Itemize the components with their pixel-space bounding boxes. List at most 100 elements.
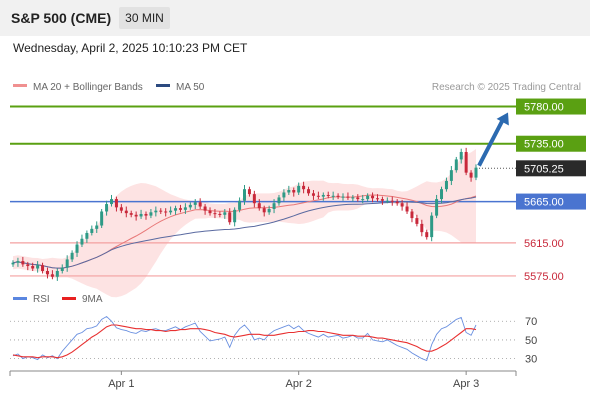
candle-body bbox=[395, 201, 399, 204]
rsi-ma-legend-label: 9MA bbox=[82, 294, 103, 305]
candle-body bbox=[70, 252, 74, 260]
timeframe-button[interactable]: 30 MIN bbox=[119, 7, 170, 29]
candle-body bbox=[425, 232, 429, 238]
candle-body bbox=[316, 195, 320, 197]
candle-body bbox=[198, 202, 202, 207]
candles-layer bbox=[11, 147, 478, 281]
candle-body bbox=[464, 151, 468, 173]
candle-body bbox=[218, 213, 222, 215]
candle-body bbox=[252, 194, 256, 204]
rsi-ma-legend-swatch bbox=[62, 297, 76, 300]
projection-arrow-layer bbox=[477, 112, 509, 167]
price-label-box bbox=[516, 160, 586, 177]
candle-body bbox=[469, 172, 473, 178]
price-level-label: 5735.00 bbox=[524, 139, 564, 151]
candle-body bbox=[267, 209, 271, 213]
candle-body bbox=[238, 200, 242, 210]
candle-body bbox=[351, 197, 355, 199]
candle-body bbox=[233, 209, 237, 223]
instrument-title: S&P 500 (CME) bbox=[11, 10, 112, 26]
candle-body bbox=[415, 218, 419, 224]
candle-body bbox=[213, 213, 217, 215]
candle-body bbox=[326, 194, 330, 196]
rsi-legend-swatch bbox=[13, 297, 27, 300]
candle-body bbox=[119, 207, 123, 211]
header-bar: S&P 500 (CME) 30 MIN bbox=[0, 0, 590, 36]
price-label-box bbox=[516, 135, 586, 152]
candle-body bbox=[124, 210, 128, 214]
candle-body bbox=[311, 193, 315, 196]
candle-body bbox=[247, 189, 251, 195]
price-level-label: 5780.00 bbox=[524, 102, 564, 114]
candle-body bbox=[169, 210, 173, 213]
price-label-box bbox=[516, 193, 586, 210]
candle-body bbox=[405, 206, 409, 212]
candle-body bbox=[459, 151, 463, 160]
price-level-label: 5705.25 bbox=[524, 163, 564, 175]
candle-body bbox=[129, 213, 133, 215]
candle-body bbox=[341, 196, 345, 198]
credit-label: Research © 2025 Trading Central bbox=[432, 82, 581, 93]
candle-body bbox=[31, 266, 35, 269]
candle-body bbox=[85, 232, 89, 239]
x-axis-tick-label: Apr 2 bbox=[286, 378, 312, 390]
candle-body bbox=[178, 208, 182, 210]
price-labels-layer: 5780.00 5735.00 5705.25 5665.00 5615.00 5575.… bbox=[516, 98, 586, 283]
x-axis-tick-label: Apr 3 bbox=[453, 378, 479, 390]
candle-body bbox=[21, 261, 25, 265]
price-level-label: 5575.00 bbox=[524, 271, 564, 283]
candle-body bbox=[95, 225, 99, 229]
candle-body bbox=[55, 270, 59, 277]
candle-body bbox=[307, 189, 311, 194]
bollinger-band-area bbox=[13, 149, 476, 298]
candle-body bbox=[203, 206, 207, 211]
candle-body bbox=[449, 170, 453, 181]
candle-body bbox=[321, 194, 325, 197]
candle-body bbox=[36, 265, 40, 269]
candle-body bbox=[380, 199, 384, 201]
ma50-legend-label: MA 50 bbox=[176, 82, 205, 93]
candle-body bbox=[149, 212, 153, 216]
price-label-box bbox=[516, 98, 586, 115]
rsi-panel: 70 50 30 bbox=[10, 315, 537, 366]
candle-body bbox=[390, 200, 394, 202]
bollinger-layer bbox=[13, 149, 476, 298]
chart-svg: MA 20 + Bollinger Bands MA 50 Research ©… bbox=[9, 82, 586, 390]
candle-body bbox=[272, 203, 276, 210]
datetime-label: Wednesday, April 2, 2025 10:10:23 PM CET bbox=[13, 41, 248, 55]
candle-body bbox=[366, 195, 370, 200]
price-levels-layer bbox=[10, 105, 516, 277]
rsi-ma-line bbox=[12, 324, 477, 359]
rsi-tick-label: 30 bbox=[525, 354, 537, 366]
candle-body bbox=[154, 210, 158, 213]
candle-body bbox=[114, 199, 118, 208]
candle-body bbox=[410, 211, 414, 219]
candle-body bbox=[292, 190, 296, 193]
candle-body bbox=[430, 215, 434, 238]
candle-body bbox=[474, 167, 478, 178]
candle-body bbox=[164, 211, 168, 213]
candle-body bbox=[100, 211, 104, 226]
candle-body bbox=[371, 195, 375, 199]
candle-body bbox=[440, 189, 444, 200]
projection-arrow-shaft bbox=[477, 116, 506, 167]
ma50-legend-swatch bbox=[156, 84, 170, 87]
candle-body bbox=[134, 214, 138, 217]
candle-body bbox=[262, 208, 266, 213]
candle-body bbox=[277, 197, 281, 204]
candle-body bbox=[375, 198, 379, 200]
moving-averages-layer bbox=[12, 194, 477, 269]
candle-body bbox=[287, 190, 291, 193]
rsi-line bbox=[12, 315, 477, 362]
candle-body bbox=[444, 180, 448, 190]
candle-body bbox=[356, 197, 360, 200]
candle-body bbox=[331, 195, 335, 197]
candle-body bbox=[385, 200, 389, 202]
candle-body bbox=[144, 213, 148, 216]
price-level-label: 5615.00 bbox=[524, 238, 564, 250]
candle-body bbox=[435, 199, 439, 216]
candle-body bbox=[26, 264, 30, 267]
candle-body bbox=[139, 213, 143, 217]
x-axis-tick-label: Apr 1 bbox=[108, 378, 134, 390]
candle-body bbox=[302, 185, 306, 190]
